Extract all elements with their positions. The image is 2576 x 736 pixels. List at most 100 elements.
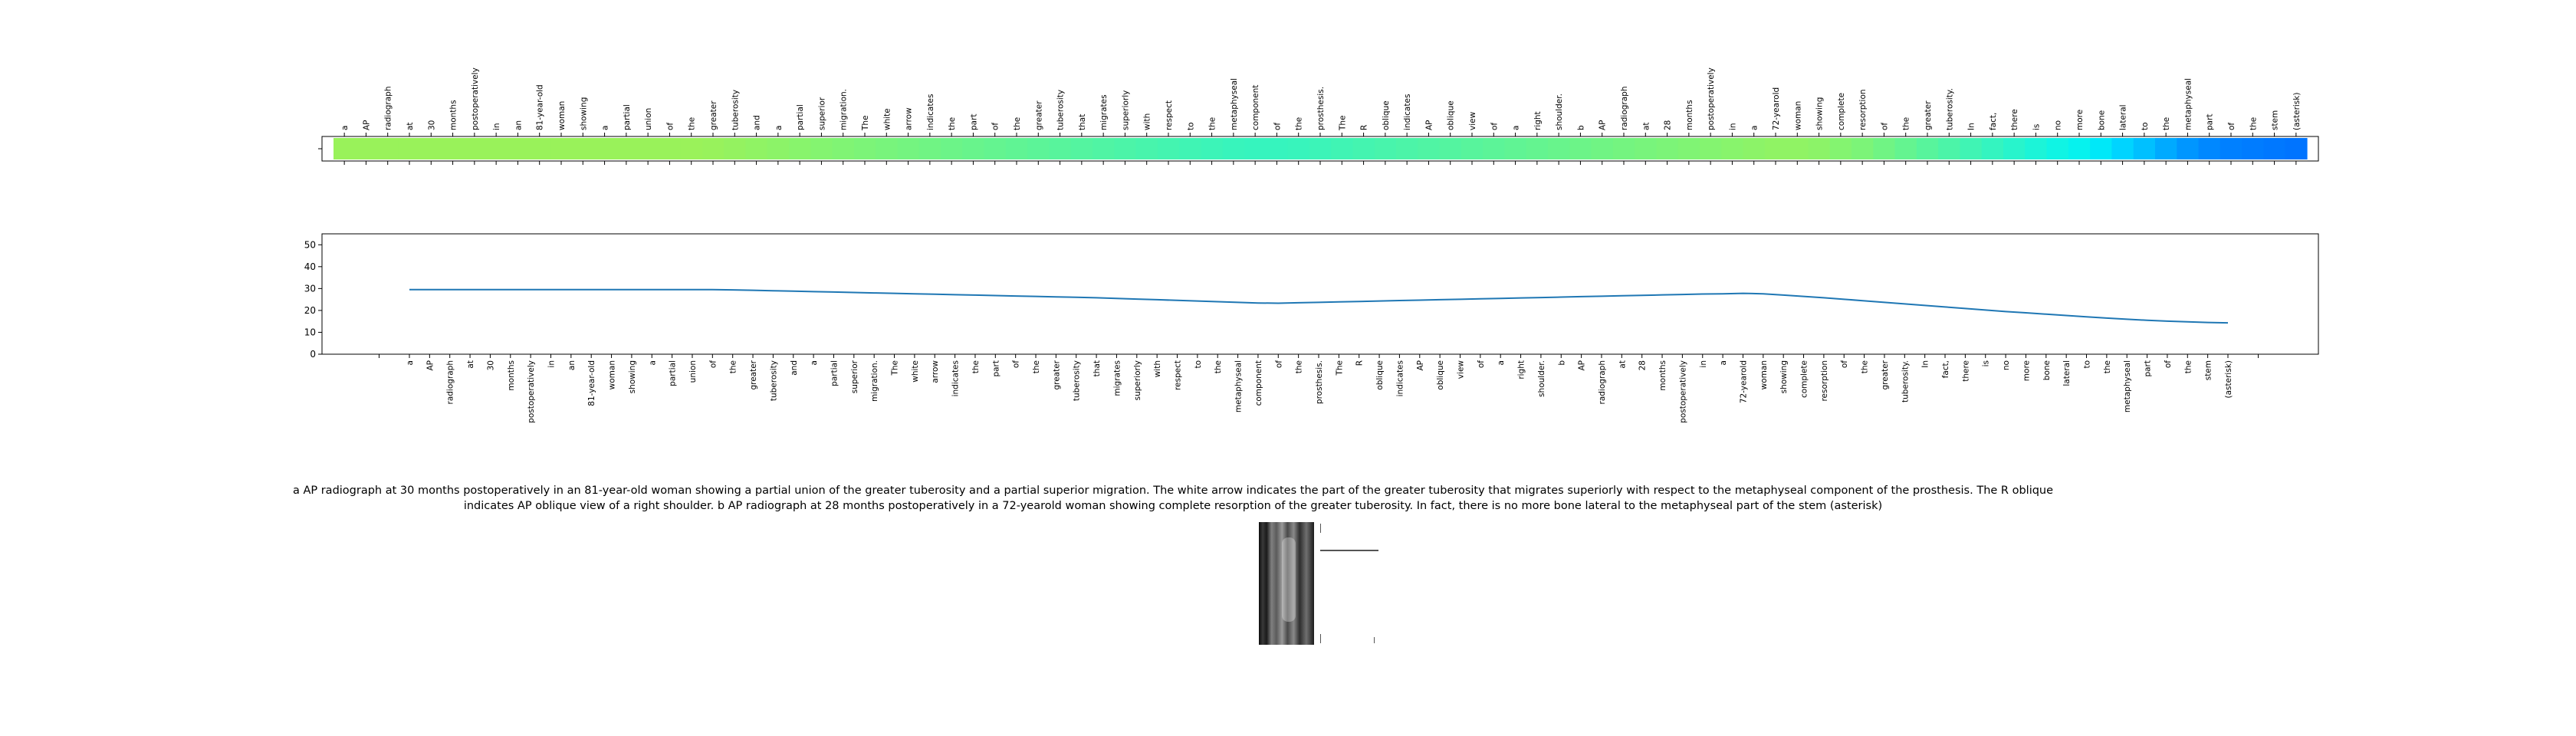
figure-caption: a AP radiograph at 30 months postoperati… [292, 485, 2054, 512]
heatmap-cell [572, 138, 595, 159]
x-axis-token-label: the [2183, 360, 2193, 373]
heatmap-cell [810, 138, 833, 159]
heatmap-cell [1591, 138, 1614, 159]
heatmap-token-label: there [2010, 109, 2019, 130]
x-axis-token-label: the [1032, 360, 1041, 373]
heatmap-cell [637, 138, 659, 159]
heatmap-cell [962, 138, 985, 159]
x-axis-token-label: 72-yearold [1739, 360, 1748, 403]
line-chart-frame [321, 233, 2319, 355]
heatmap-cell [376, 138, 399, 159]
heatmap-token-label: with [1143, 113, 1152, 130]
heatmap-cell [2263, 138, 2286, 159]
heatmap-cell [1244, 138, 1267, 159]
heatmap-cell [918, 138, 941, 159]
x-axis-token-label: bone [2042, 360, 2052, 380]
x-axis-token-label: of [1012, 360, 1021, 368]
x-axis-token-label: greater [749, 360, 758, 389]
heatmap-token-label: shoulder. [1555, 94, 1564, 130]
heatmap-token-label: superiorly [1121, 90, 1130, 130]
heatmap-cell [1786, 138, 1809, 159]
x-axis-token-label: at [1618, 360, 1627, 369]
y-axis-tick-label: 0 [310, 349, 316, 360]
heatmap-token-label: superior [817, 97, 826, 130]
radiograph-image [1259, 522, 1314, 645]
heatmap-cell [1526, 138, 1549, 159]
heatmap-token-label: The [1338, 115, 1347, 131]
heatmap-token-label: 28 [1664, 120, 1673, 130]
series-line [409, 288, 2229, 324]
x-axis-token-label: tuberosity [769, 360, 778, 401]
heatmap-token-label: postoperatively [471, 67, 480, 130]
x-axis-token-label: no [2002, 360, 2011, 370]
heatmap-token-label: postoperatively [1707, 67, 1716, 130]
x-axis-token-label: that [1092, 360, 1102, 376]
x-axis-token-label: migration. [870, 360, 879, 402]
heatmap-cell [1027, 138, 1050, 159]
token-line-chart: 0 10 20 30 40 50 a AP radiograph at 30 months postop… [304, 233, 2319, 423]
heatmap-token-label: union [644, 108, 653, 130]
x-axis-token-label: view [1456, 360, 1465, 380]
x-axis-token-label: (asterisk) [2224, 360, 2233, 398]
heatmap-token-label: at [406, 122, 415, 130]
heatmap-cell [1960, 138, 1983, 159]
heatmap-token-label: part [2206, 113, 2215, 130]
heatmap-cell [2198, 138, 2221, 159]
y-axis-tick-label: 50 [304, 239, 316, 250]
heatmap-token-label: in [492, 123, 501, 130]
heatmap-token-label: partial [796, 104, 805, 130]
heatmap-token-label: arrow [905, 107, 914, 130]
x-axis-token-label: partial [669, 360, 678, 386]
heatmap-token-label: R [1360, 125, 1369, 130]
x-axis-token-label: prosthesis. [1315, 360, 1324, 404]
heatmap-token-label: in [1728, 123, 1737, 130]
heatmap-token-label: view [1468, 111, 1477, 130]
x-axis-token-label: the [1861, 360, 1870, 373]
x-axis-token-label: a [1497, 360, 1506, 365]
x-axis-token-label: resorption [1820, 360, 1829, 402]
heatmap-token-label: migrates [1099, 94, 1109, 130]
heatmap-cell [659, 138, 682, 159]
heatmap-token-label: the [1902, 117, 1911, 130]
heatmap-token-label: migration. [840, 89, 849, 130]
radiograph-panel-line [1320, 550, 1378, 551]
x-axis-token-label: white [911, 360, 920, 383]
heatmap-token-label: indicates [1403, 94, 1412, 130]
heatmap-token-label: at [1641, 122, 1651, 130]
x-axis-token-label: partial [830, 360, 839, 386]
x-axis-token-label: the [1295, 360, 1304, 373]
x-axis-token-label: the [729, 360, 738, 373]
x-axis-token-label: arrow [931, 360, 940, 383]
heatmap-token-label: a [1750, 126, 1760, 130]
heatmap-cell [398, 138, 421, 159]
heatmap-cell [1548, 138, 1570, 159]
x-axis-token-label: showing [1779, 360, 1789, 393]
x-axis-token-label: months [507, 360, 516, 391]
heatmap-token-label: the [2162, 117, 2171, 130]
heatmap-cell [1092, 138, 1115, 159]
heatmap-cell [420, 138, 443, 159]
x-axis-token-label: component [1254, 360, 1263, 406]
heatmap-token-label: the [948, 117, 957, 130]
heatmap-token-label: a [601, 126, 610, 130]
y-axis-tick-label: 30 [304, 283, 316, 294]
heatmap-cell [767, 138, 790, 159]
x-axis-token-label: complete [1800, 360, 1809, 398]
heatmap-cell [1157, 138, 1180, 159]
x-axis-token-label: the [2103, 360, 2112, 373]
x-axis-token-label: the [971, 360, 981, 373]
x-axis-token-label: 30 [486, 360, 495, 370]
heatmap-token-label: oblique [1447, 100, 1456, 130]
heatmap-token-label: a [340, 126, 350, 130]
heatmap-token-label: metaphyseal [2183, 78, 2193, 130]
heatmap-cell [2046, 138, 2069, 159]
heatmap-cell [2155, 138, 2177, 159]
x-axis-token-label: of [708, 360, 718, 368]
heatmap-token-label: of [991, 123, 1001, 130]
heatmap-cell [1374, 138, 1397, 159]
y-axis-tick-label: 40 [304, 261, 316, 272]
heatmap-token-label: of [665, 123, 675, 130]
heatmap-cell [1179, 138, 1202, 159]
radiograph-panel-tick [1320, 524, 1321, 533]
heatmap-cell [1331, 138, 1354, 159]
